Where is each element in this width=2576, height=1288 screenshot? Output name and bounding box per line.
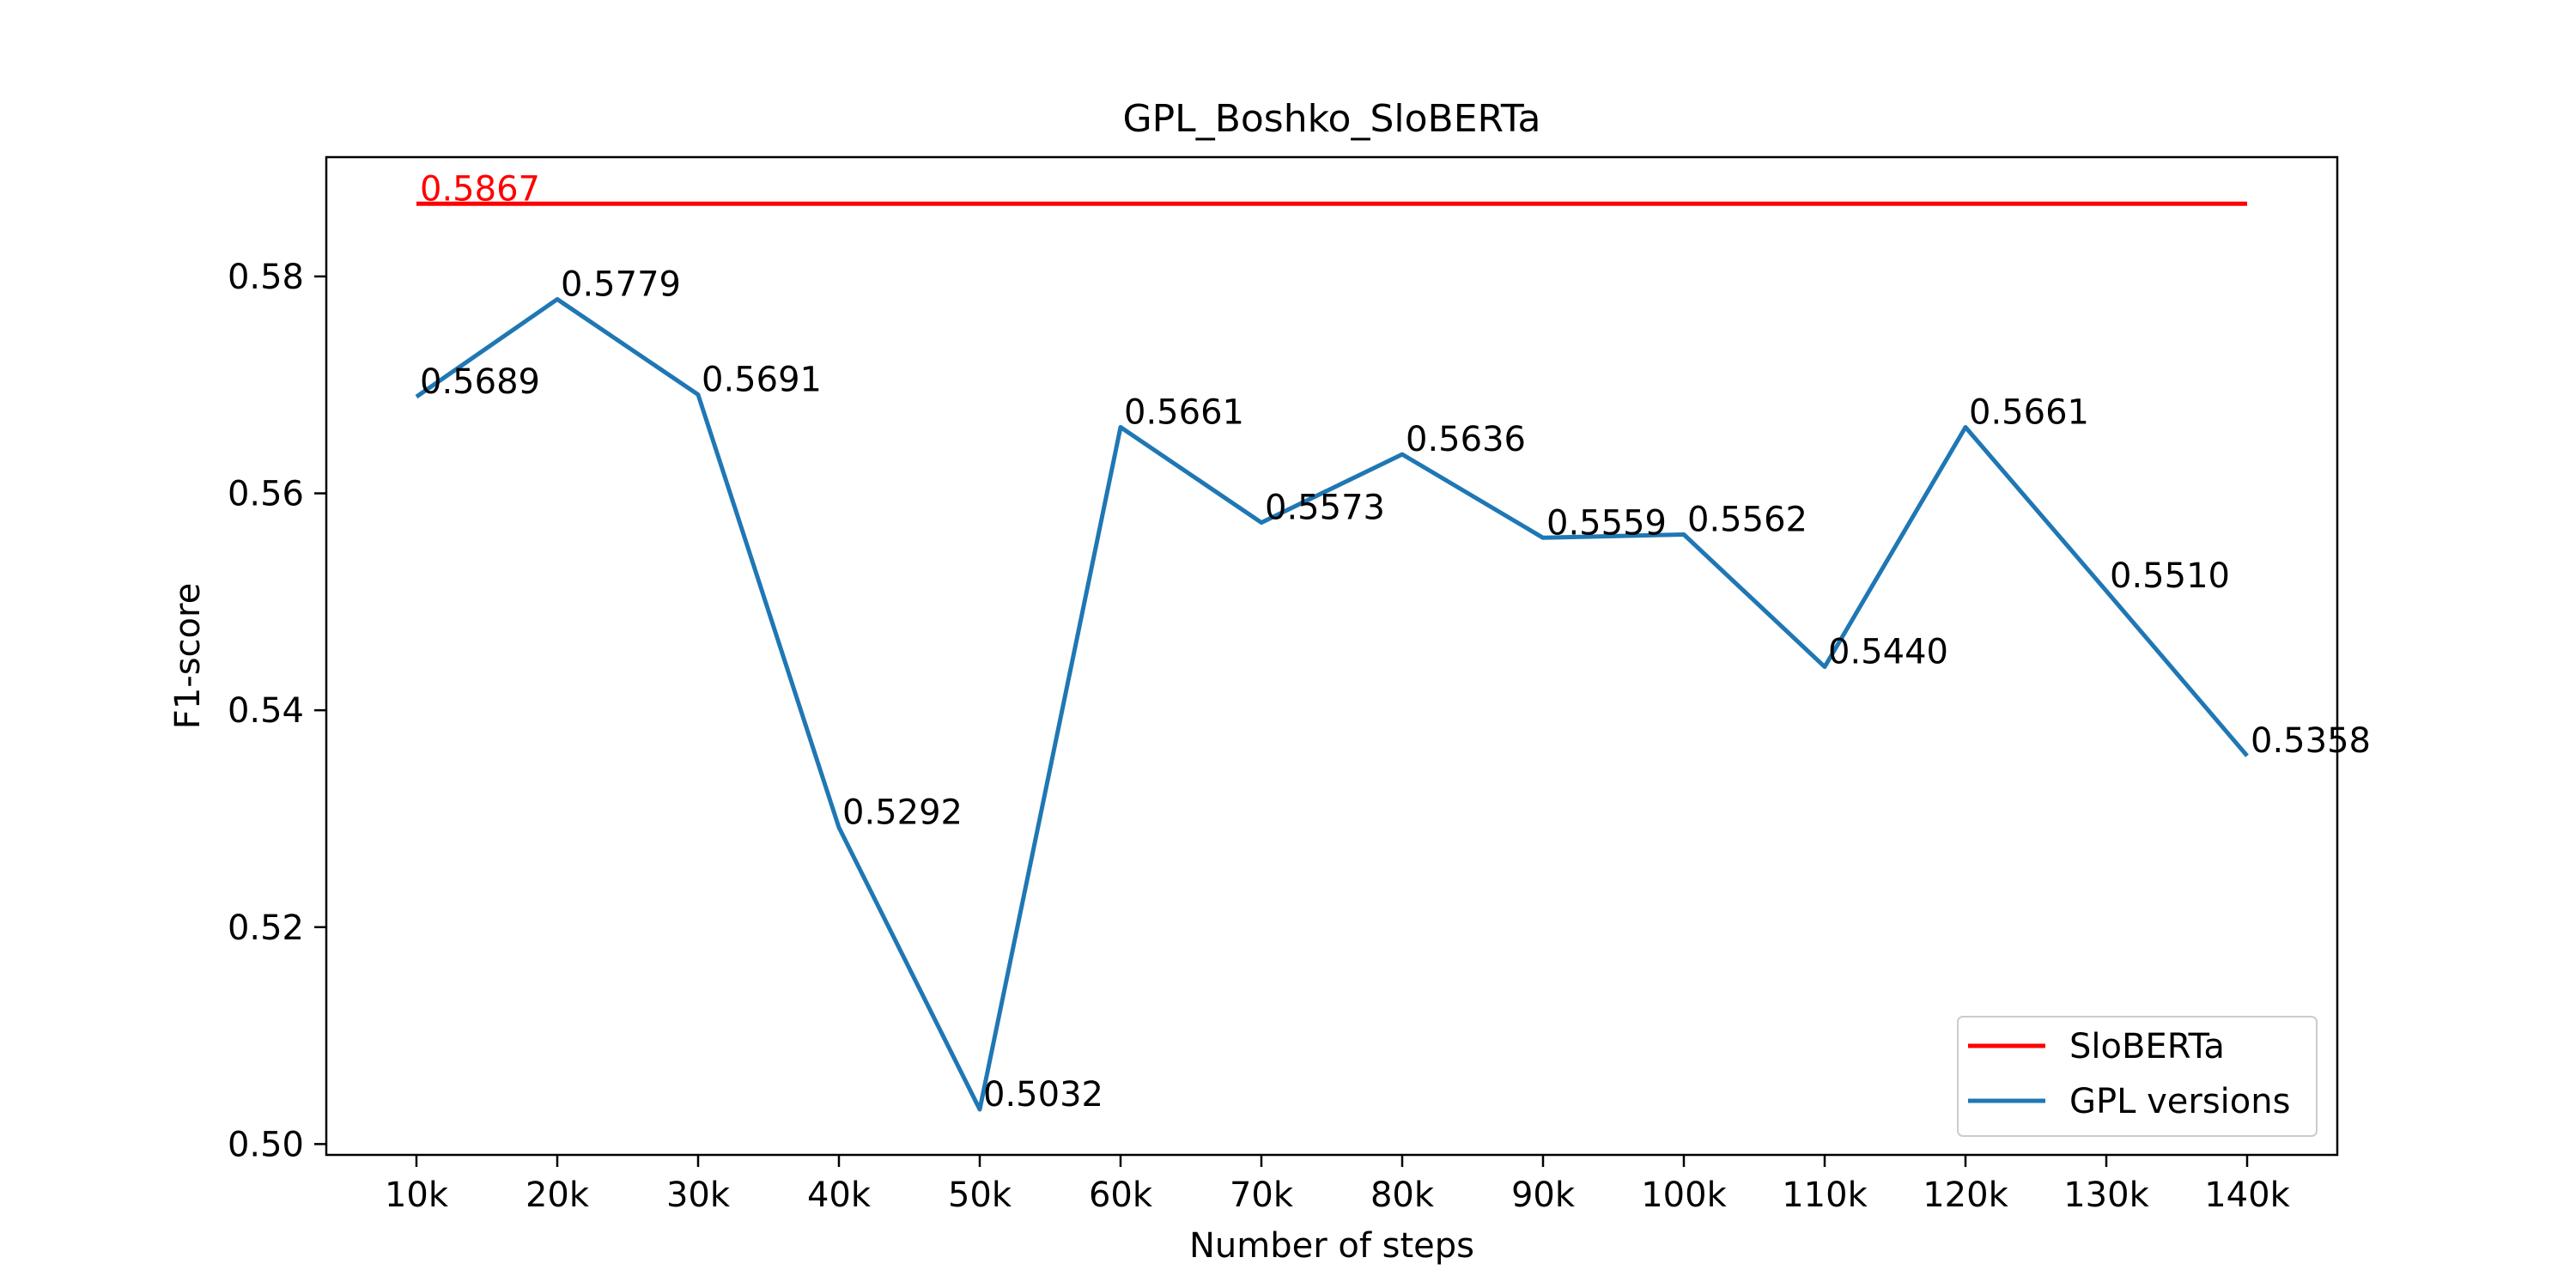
data-label-gpl-versions: 0.5661 — [1124, 392, 1244, 432]
plot-marks: 0.5867 0.5689 0.5779 0.5691 0.5292 0.5032 0.56… — [415, 169, 2371, 1115]
x-tick-label: 80k — [1370, 1176, 1435, 1215]
x-tick-label: 40k — [807, 1176, 872, 1215]
data-label-gpl-versions: 0.5562 — [1687, 501, 1807, 540]
plot-frame — [325, 155, 2339, 1157]
x-tick-label: 100k — [1641, 1176, 1727, 1215]
x-tick-label: 140k — [2204, 1176, 2290, 1215]
x-tick-label: 60k — [1089, 1176, 1153, 1215]
legend-box — [1957, 1016, 2318, 1137]
x-tick-label: 50k — [948, 1176, 1012, 1215]
data-label-gpl-versions: 0.5510 — [2110, 556, 2230, 596]
x-tick-label: 90k — [1511, 1176, 1576, 1215]
data-label-gpl-versions: 0.5691 — [702, 361, 822, 400]
series-line-gpl-versions — [415, 297, 2249, 1112]
x-tick-label: 110k — [1782, 1176, 1868, 1215]
y-tick-label: 0.56 — [228, 475, 304, 514]
y-axis: 0.50 0.52 0.54 0.56 0.58 — [228, 258, 326, 1164]
x-axis: 10k 20k 30k 40k 50k 60k 70k 80k 90k 100k 110k 120k 1… — [385, 1155, 2291, 1215]
data-label-gpl-versions: 0.5292 — [842, 793, 963, 833]
x-tick-label: 120k — [1923, 1176, 2008, 1215]
y-tick-label: 0.54 — [228, 691, 304, 731]
chart-title: GPL_Boshko_SloBERTa — [1123, 97, 1541, 141]
x-tick-label: 10k — [385, 1176, 449, 1215]
x-axis-label: Number of steps — [1189, 1226, 1474, 1266]
y-axis-label: F1-score — [168, 583, 208, 729]
x-tick-label: 70k — [1230, 1176, 1294, 1215]
data-label-gpl-versions: 0.5573 — [1265, 489, 1385, 528]
data-label-gpl-versions: 0.5032 — [983, 1075, 1103, 1115]
legend-label-sloberta: SloBERTa — [2069, 1027, 2225, 1066]
legend-label-gpl-versions: GPL versions — [2069, 1082, 2290, 1121]
data-label-gpl-versions: 0.5559 — [1546, 503, 1667, 543]
x-tick-label: 30k — [666, 1176, 731, 1215]
data-label-gpl-versions: 0.5358 — [2251, 721, 2371, 761]
data-label-sloberta: 0.5867 — [420, 169, 540, 209]
y-tick-label: 0.58 — [228, 258, 304, 297]
data-label-gpl-versions: 0.5636 — [1406, 420, 1526, 459]
data-label-gpl-versions: 0.5779 — [561, 264, 681, 304]
legend: SloBERTa GPL versions — [1957, 1016, 2318, 1137]
y-tick-label: 0.50 — [228, 1125, 304, 1164]
data-label-gpl-versions: 0.5661 — [1969, 392, 2089, 432]
x-tick-label: 20k — [526, 1176, 590, 1215]
y-tick-label: 0.52 — [228, 908, 304, 948]
data-label-gpl-versions: 0.5689 — [420, 362, 540, 402]
x-tick-label: 130k — [2063, 1176, 2149, 1215]
data-label-gpl-versions: 0.5440 — [1828, 633, 1948, 672]
